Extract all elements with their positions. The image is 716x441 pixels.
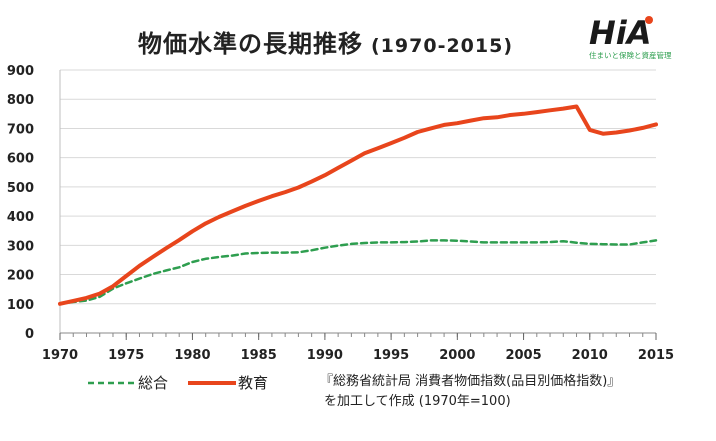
x-tick-label: 2000 <box>439 348 475 363</box>
y-tick-label: 0 <box>25 327 34 342</box>
series-line-kyoiku <box>58 104 658 306</box>
y-tick-label: 600 <box>7 152 34 167</box>
logo-tagline: 住まいと保険と資産管理 <box>589 50 672 60</box>
y-tick-label: 500 <box>7 181 34 196</box>
x-tick-label: 1990 <box>307 348 343 363</box>
y-tick-label: 800 <box>7 93 34 108</box>
hia-logo-graphic: HiA 住まいと保険と資産管理 <box>589 14 672 60</box>
y-tick-label: 100 <box>7 298 34 313</box>
legend-swatch-sogo <box>88 381 136 384</box>
legend-swatch-kyoiku <box>188 380 236 385</box>
y-tick-label: 400 <box>7 210 34 225</box>
source-line-2: を加工して作成 (1970年=100) <box>324 394 511 409</box>
legend-label-kyoiku: 教育 <box>238 374 269 392</box>
logo-lettering: HiA <box>589 14 652 52</box>
legend-item-kyoiku: 教育 <box>186 372 268 393</box>
x-tick-label: 1985 <box>241 348 277 363</box>
chart-title-main: 物価水準の長期推移 <box>138 30 363 58</box>
legend-item-sogo: 総合 <box>86 372 168 393</box>
series-line-sogo <box>58 239 658 306</box>
y-tick-label: 900 <box>7 64 34 79</box>
x-tick-label: 1975 <box>108 348 144 363</box>
x-tick-label: 2015 <box>638 348 674 363</box>
x-tick-label: 2010 <box>572 348 608 363</box>
x-tick-label: 1995 <box>373 348 409 363</box>
chart-title-period: (1970-2015) <box>371 35 514 57</box>
x-tick-label: 1980 <box>174 348 210 363</box>
source-note: 『総務省統計局 消費者物価指数(品目別価格指数)』 を加工して作成 (1970年… <box>320 372 620 412</box>
y-tick-label: 700 <box>7 122 34 137</box>
chart-title: 物価水準の長期推移 (1970-2015) <box>138 24 513 59</box>
x-tick-label: 2005 <box>505 348 541 363</box>
x-tick-label: 1970 <box>42 348 78 363</box>
source-line-1: 『総務省統計局 消費者物価指数(品目別価格指数)』 <box>320 374 621 389</box>
hia-logo: HiA 住まいと保険と資産管理 <box>585 10 695 62</box>
logo-dot-icon <box>645 16 653 24</box>
y-tick-label: 200 <box>7 269 34 284</box>
legend-label-sogo: 総合 <box>138 374 169 392</box>
y-tick-label: 300 <box>7 239 34 254</box>
